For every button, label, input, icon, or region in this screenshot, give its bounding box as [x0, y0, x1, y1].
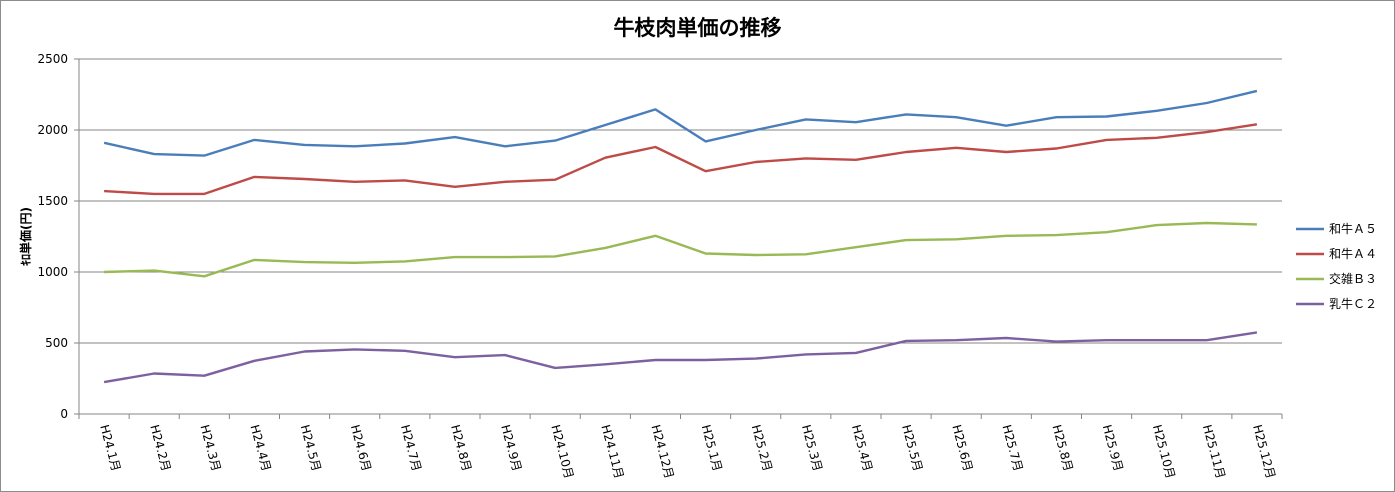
y-axis-label: ｷﾛ単価(円) — [18, 207, 33, 266]
x-tick-label: H24.12月 — [649, 423, 677, 480]
series-line — [104, 221, 1257, 278]
x-tick-label: H25.1月 — [699, 423, 725, 473]
series-line — [104, 123, 1258, 196]
x-tick-label: H24.4月 — [248, 423, 274, 473]
x-tick-label: H24.11月 — [598, 423, 626, 480]
x-tick-label: H25.7月 — [999, 423, 1025, 473]
series-line — [103, 331, 1258, 384]
series-line — [103, 89, 1258, 157]
x-tick-label: H24.1月 — [97, 423, 123, 473]
x-tick-label: H25.11月 — [1200, 423, 1228, 480]
x-tick-label: H24.3月 — [197, 423, 223, 473]
chart-title: 牛枝肉単価の推移 — [613, 16, 782, 40]
y-tick-label: 1000 — [37, 265, 68, 279]
grid-lines — [79, 58, 1282, 344]
x-tick-label: H24.9月 — [498, 423, 524, 473]
series-lines — [103, 89, 1258, 384]
x-tick-label: H24.7月 — [398, 423, 424, 473]
x-tick-label: H24.10月 — [548, 423, 576, 480]
x-tick-label: H25.10月 — [1150, 423, 1178, 480]
x-tick-label: H24.5月 — [298, 423, 324, 473]
legend: 和牛Ａ５ 和牛Ａ４ 交雑Ｂ３ 乳牛Ｃ２ — [1296, 221, 1377, 311]
y-tick-label: 500 — [45, 336, 68, 350]
y-tick-label: 2500 — [37, 52, 68, 66]
legend-label: 交雑Ｂ３ — [1329, 271, 1377, 286]
x-tick-label: H24.6月 — [348, 423, 374, 473]
y-tick-label: 0 — [60, 407, 68, 421]
x-tick-label: H25.8月 — [1050, 423, 1076, 473]
x-tick-label: H25.12月 — [1250, 423, 1278, 480]
x-tick-label: H25.2月 — [749, 423, 775, 473]
x-tick-label: H25.5月 — [899, 423, 925, 473]
x-tick-label: H25.4月 — [849, 423, 875, 473]
x-tick-label: H25.3月 — [799, 423, 825, 473]
y-tick-label: 2000 — [37, 123, 68, 137]
legend-label: 和牛Ａ４ — [1329, 246, 1377, 261]
legend-label: 和牛Ａ５ — [1329, 221, 1377, 236]
x-tick-label: H25.9月 — [1100, 423, 1126, 473]
x-tick-label: H25.6月 — [949, 423, 975, 473]
x-tick-label: H24.8月 — [448, 423, 474, 473]
x-tick-label: H24.2月 — [147, 423, 173, 473]
y-tick-label: 1500 — [37, 194, 68, 208]
axes — [74, 58, 1283, 419]
y-tick-labels: 0 500 1000 1500 2000 2500 — [37, 52, 68, 421]
x-tick-labels: H24.1月 H24.2月 H24.3月 H24.4月 H24.5月 H24.6月 H24.… — [97, 423, 1278, 480]
legend-label: 乳牛Ｃ２ — [1329, 296, 1377, 311]
